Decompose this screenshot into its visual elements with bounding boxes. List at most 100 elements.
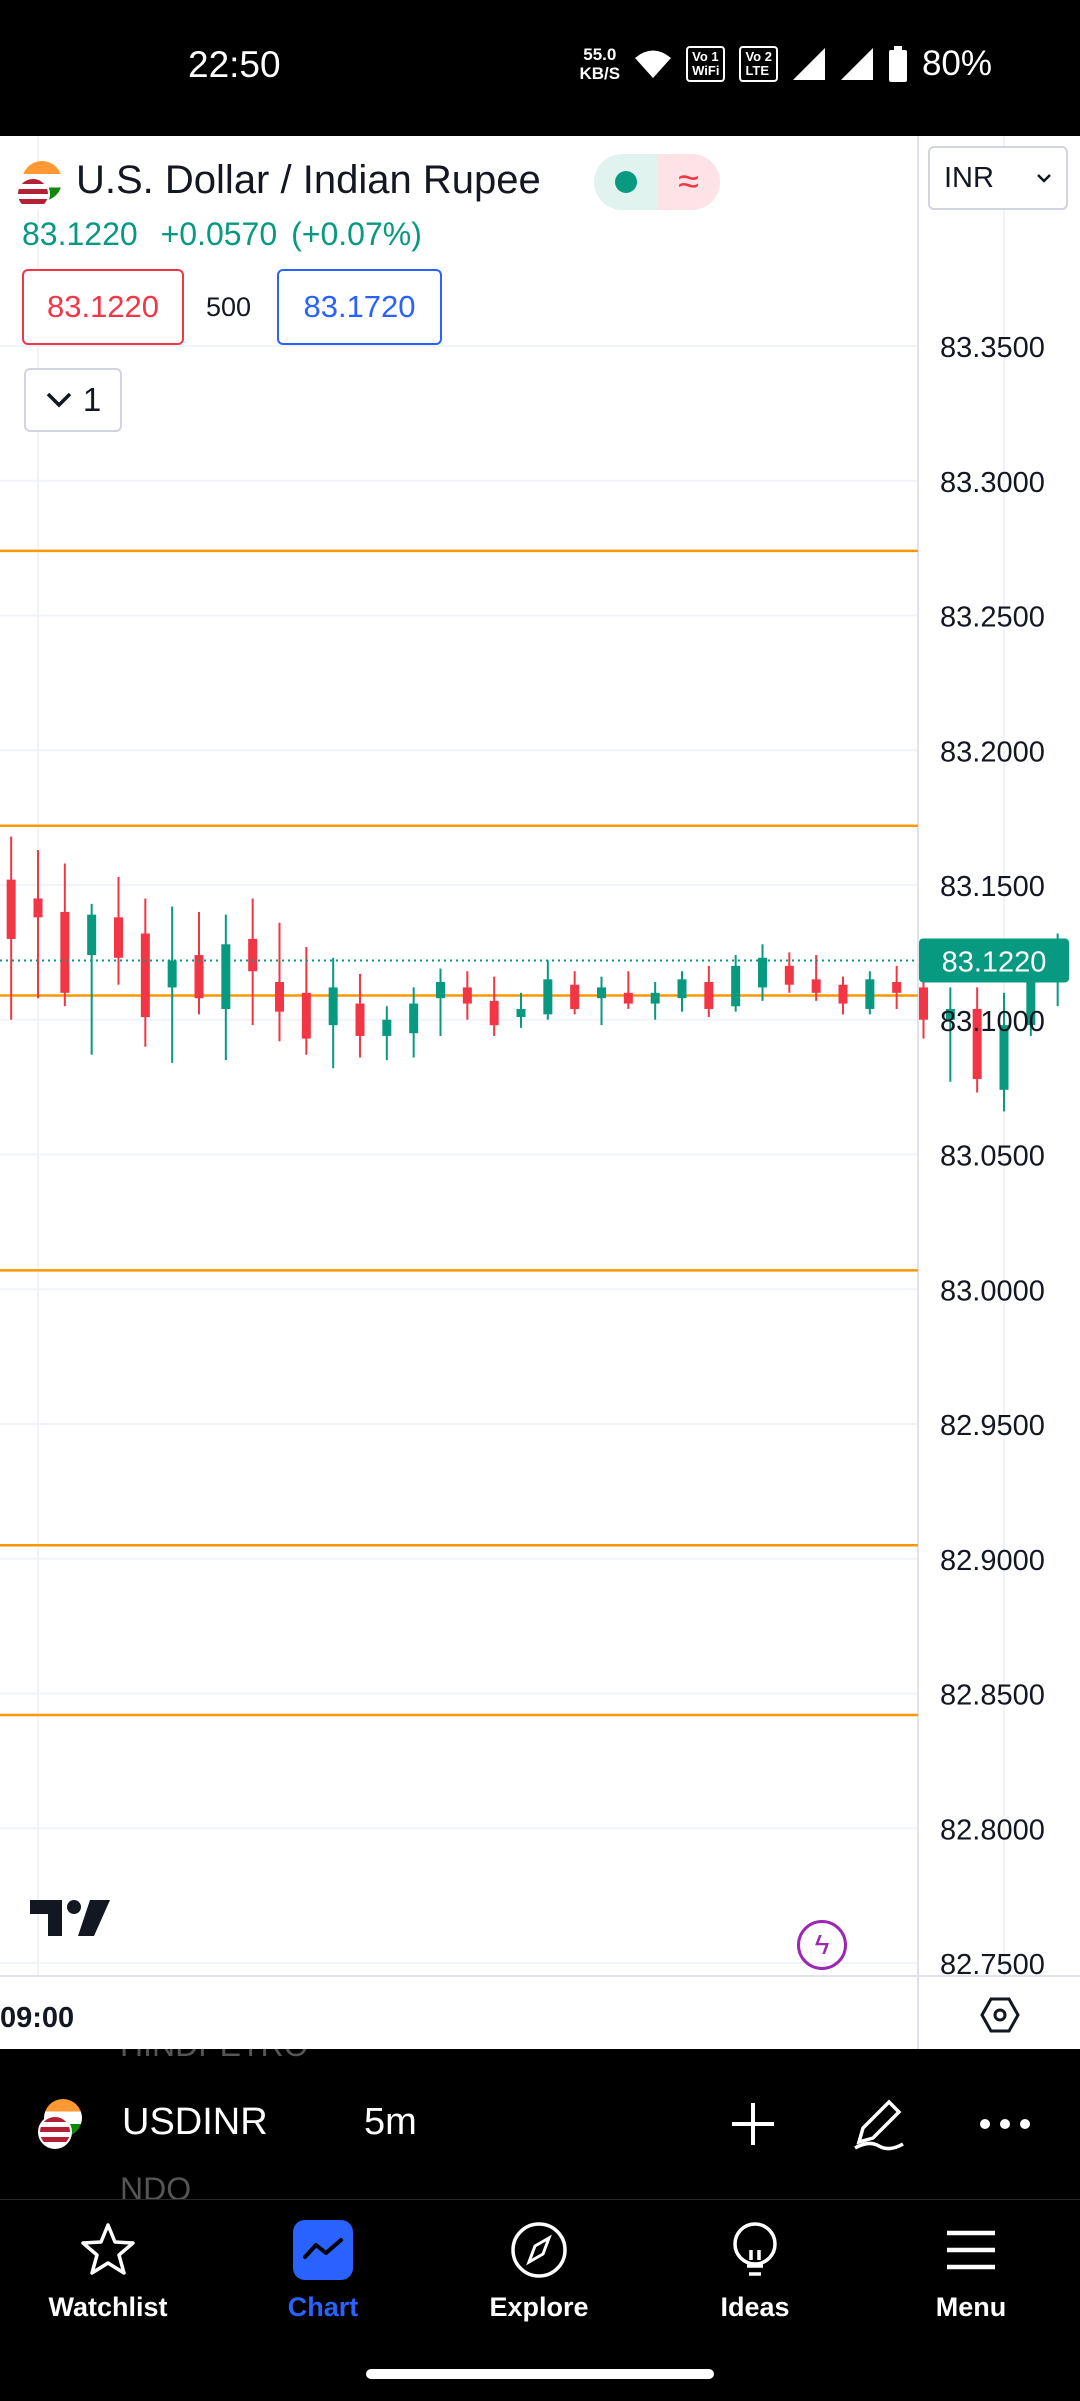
candle-body bbox=[489, 1000, 499, 1026]
toolbar-interval[interactable]: 5m bbox=[364, 2101, 417, 2143]
nav-watchlist[interactable]: Watchlist bbox=[28, 2220, 188, 2323]
nav-label-chart: Chart bbox=[287, 2292, 359, 2322]
candle-body bbox=[436, 982, 445, 999]
more-options-icon[interactable] bbox=[972, 2091, 1038, 2157]
indicators-toggle-button[interactable]: 1 bbox=[24, 368, 122, 432]
ghost-symbol-below: NDQ bbox=[120, 2171, 192, 2199]
compass-icon bbox=[509, 2220, 569, 2280]
nav-menu[interactable]: Menu bbox=[891, 2220, 1051, 2323]
symbol-header[interactable]: U.S. Dollar / Indian Rupee bbox=[16, 158, 541, 211]
candle-body bbox=[999, 1025, 1009, 1090]
current-price-label: 83.1220 bbox=[942, 946, 1047, 978]
chart-icon bbox=[293, 2220, 353, 2280]
candle-body bbox=[87, 914, 97, 956]
candle-body bbox=[838, 984, 848, 1004]
y-tick-label: 83.1500 bbox=[940, 871, 1045, 903]
y-tick-label: 82.9000 bbox=[940, 1545, 1045, 1577]
market-open-icon bbox=[594, 154, 657, 210]
signal-icon bbox=[792, 48, 825, 80]
nav-ideas[interactable]: Ideas bbox=[675, 2220, 835, 2323]
status-icons: 55.0 KB/S Vo 1 WiFi Vo 2 LTE 80% bbox=[579, 44, 992, 84]
nav-label-ideas: Ideas bbox=[720, 2292, 790, 2322]
y-tick-label: 82.8000 bbox=[940, 1814, 1045, 1846]
tradingview-logo bbox=[30, 1900, 110, 1936]
y-tick-label: 83.1000 bbox=[940, 1006, 1045, 1038]
delayed-data-icon: ≈ bbox=[657, 154, 720, 210]
last-price: 83.1220 bbox=[22, 216, 138, 252]
star-icon bbox=[78, 2220, 138, 2280]
status-bar: 22:50 55.0 KB/S Vo 1 WiFi Vo 2 LTE 80% bbox=[0, 0, 1080, 136]
chevron-down-icon bbox=[46, 392, 72, 408]
candle-body bbox=[114, 917, 123, 958]
candle-body bbox=[140, 933, 150, 1018]
candle-body bbox=[409, 1003, 419, 1034]
signal-icon bbox=[840, 48, 873, 80]
wifi-icon bbox=[635, 50, 672, 78]
candle-body bbox=[758, 957, 767, 988]
current-price-label-bg bbox=[919, 938, 1069, 983]
candle-body bbox=[597, 987, 606, 999]
axis-corner-cover bbox=[919, 1977, 1080, 2049]
y-tick-label: 82.7500 bbox=[940, 1949, 1045, 1981]
candle-body bbox=[972, 1008, 982, 1080]
y-tick-label: 82.8500 bbox=[940, 1680, 1045, 1712]
y-tick-label: 83.0000 bbox=[940, 1275, 1045, 1307]
candle-body bbox=[167, 960, 177, 988]
candle-body bbox=[248, 938, 258, 972]
network-speed: 55.0 KB/S bbox=[579, 45, 620, 83]
settings-hexagon-icon[interactable] bbox=[976, 1991, 1024, 2039]
nav-explore[interactable]: Explore bbox=[459, 2220, 619, 2323]
candle-body bbox=[784, 965, 794, 985]
candle-body bbox=[892, 982, 902, 993]
candlestick-chart[interactable]: 83.1220 83.3500 83.3000 83.2500 83.2000 83.15… bbox=[0, 136, 1080, 2049]
sell-price-button[interactable]: 83.1220 bbox=[22, 269, 184, 345]
nav-label-menu: Menu bbox=[935, 2292, 1007, 2322]
bottom-navigation: Watchlist Chart Explore Ideas Menu bbox=[0, 2199, 1080, 2401]
y-tick-label: 83.2500 bbox=[940, 602, 1045, 634]
buy-price-button[interactable]: 83.1720 bbox=[277, 269, 442, 345]
market-status-pill[interactable]: ≈ bbox=[594, 154, 720, 210]
candle-body bbox=[6, 879, 16, 939]
candle-body bbox=[328, 987, 338, 1026]
chevron-down-icon bbox=[1037, 174, 1051, 183]
y-tick-label: 82.9500 bbox=[940, 1410, 1045, 1442]
candle-body bbox=[355, 1003, 365, 1036]
indicators-count: 1 bbox=[82, 381, 102, 418]
candle-body bbox=[865, 979, 875, 1009]
candle-body bbox=[677, 979, 687, 999]
add-icon[interactable] bbox=[720, 2091, 786, 2157]
candle-body bbox=[650, 992, 660, 1004]
lightbulb-icon bbox=[725, 2220, 785, 2280]
symbol-title[interactable]: U.S. Dollar / Indian Rupee bbox=[76, 158, 541, 202]
currency-value: INR bbox=[944, 161, 994, 194]
candle-body bbox=[33, 898, 43, 918]
candle-body bbox=[731, 965, 741, 1007]
lightning-icon[interactable]: ϟ bbox=[797, 1920, 847, 1970]
chart-area[interactable]: 83.1220 83.3500 83.3000 83.2500 83.2000 83.15… bbox=[0, 136, 1080, 2049]
network-speed-value: 55.0 bbox=[583, 45, 617, 64]
candle-body bbox=[516, 1008, 526, 1018]
candle-body bbox=[60, 911, 70, 993]
y-tick-label: 83.0500 bbox=[940, 1141, 1045, 1173]
candle-body bbox=[275, 982, 284, 1012]
currency-select[interactable]: INR bbox=[928, 146, 1068, 210]
nav-chart[interactable]: Chart bbox=[243, 2220, 403, 2323]
usdinr-flag-icon bbox=[38, 2099, 82, 2149]
drawing-pen-icon[interactable] bbox=[846, 2091, 912, 2157]
spread-value: 500 bbox=[206, 292, 252, 322]
network-speed-unit: KB/S bbox=[579, 64, 621, 83]
menu-icon bbox=[941, 2220, 1001, 2280]
battery-percent: 80% bbox=[921, 44, 992, 83]
toolbar-symbol[interactable]: USDINR bbox=[122, 2101, 268, 2143]
x-tick-label: 09:00 bbox=[0, 2002, 74, 2034]
price-line: 83.1220 +0.0570 (+0.07%) bbox=[22, 216, 436, 253]
candle-body bbox=[623, 992, 633, 1004]
y-tick-label: 83.3500 bbox=[940, 332, 1045, 364]
volte-icon: Vo 2 LTE bbox=[739, 46, 778, 82]
candle-body bbox=[1026, 968, 1036, 1026]
candle-body bbox=[543, 979, 553, 1015]
nav-label-watchlist: Watchlist bbox=[48, 2292, 168, 2322]
candle-body bbox=[194, 955, 204, 999]
price-change-percent: (+0.07%) bbox=[291, 216, 422, 252]
home-indicator bbox=[366, 2369, 714, 2379]
